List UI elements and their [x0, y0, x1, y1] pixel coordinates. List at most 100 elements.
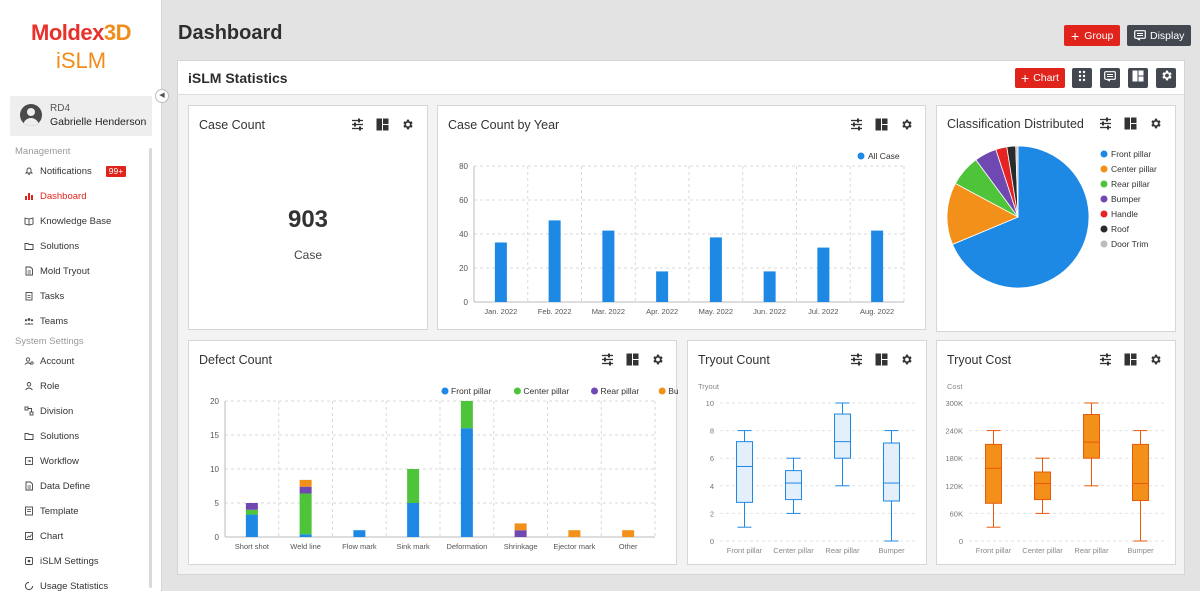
grid-view-button[interactable] [1072, 68, 1092, 88]
add-group-button[interactable]: + Group [1064, 25, 1121, 46]
comment-button[interactable] [1100, 68, 1120, 88]
bar-segment [299, 479, 312, 487]
card-title: Classification Distributed [947, 117, 1084, 131]
sidebar-item-workflow[interactable]: Workflow [24, 453, 148, 469]
filter-settings-icon[interactable] [1099, 117, 1112, 130]
gear-icon[interactable] [900, 118, 913, 131]
gear-icon[interactable] [900, 353, 913, 366]
filter-settings-icon[interactable] [850, 353, 863, 366]
card-toolbar [1099, 353, 1162, 366]
legend-marker [1100, 225, 1108, 233]
sidebar-item-role[interactable]: Role [24, 378, 148, 394]
y-tick-label: 4 [710, 482, 714, 491]
sidebar-item-teams[interactable]: Teams [24, 313, 148, 329]
layout-icon [1132, 69, 1144, 87]
sidebar-item-template[interactable]: Template [24, 503, 148, 519]
filter-settings-icon[interactable] [850, 118, 863, 131]
sidebar-item-label: Mold Tryout [40, 265, 90, 277]
avatar [20, 104, 42, 126]
sidebar-item-usage-statistics[interactable]: Usage Statistics [24, 578, 148, 591]
layout-icon[interactable] [376, 118, 389, 131]
bar-segment [407, 469, 420, 503]
collapse-sidebar-button[interactable]: ◀ [155, 89, 169, 103]
layout-button[interactable] [1128, 68, 1148, 88]
sidebar-item-solutions[interactable]: Solutions [24, 428, 148, 444]
x-tick-label: Rear pillar [1074, 546, 1109, 555]
legend-label: Roof [1111, 224, 1130, 234]
x-tick-label: Weld line [290, 542, 321, 551]
pie-slice [1015, 145, 1019, 218]
x-tick-label: Sink mark [396, 542, 430, 551]
gear-icon[interactable] [1149, 117, 1162, 130]
display-button[interactable]: Display [1127, 25, 1192, 46]
legend-label: Center pillar [523, 386, 569, 396]
y-tick-label: 240K [945, 427, 963, 436]
legend-label: Center pillar [1111, 164, 1157, 174]
case-by-year-chart: 0 20 40 60 80 Jan. 2022 Feb. 2022 Mar. 2022 Apr.… [459, 151, 905, 316]
display-icon [1134, 30, 1146, 41]
user-card[interactable]: RD4 Gabrielle Henderson [10, 96, 152, 136]
box [785, 470, 802, 501]
y-tick-label: 10 [210, 465, 219, 474]
legend-marker [857, 152, 865, 160]
y-tick-label: 6 [710, 454, 714, 463]
gear-icon[interactable] [401, 118, 414, 131]
x-tick-label: Ejector mark [553, 542, 595, 551]
layout-icon[interactable] [1124, 353, 1137, 366]
bar-segment [299, 486, 312, 494]
panel-settings-button[interactable] [1156, 68, 1176, 88]
x-tick-label: Jan. 2022 [484, 307, 517, 316]
usage-icon [24, 581, 34, 591]
bar [709, 237, 722, 302]
y-tick-label: 180K [945, 454, 963, 463]
sidebar: Moldex3D iSLM RD4 Gabrielle Henderson Ma… [0, 0, 162, 591]
filter-settings-icon[interactable] [1099, 353, 1112, 366]
x-tick-label: Jun. 2022 [753, 307, 786, 316]
sidebar-item-label: Workflow [40, 455, 79, 467]
tryout-cost-chart: Cost 0 60K 120K 180K 240K 300K Front pillar Cent… [945, 382, 1165, 555]
gear-icon[interactable] [1149, 353, 1162, 366]
x-tick-label: Mar. 2022 [592, 307, 625, 316]
logo-text-3d: 3D [103, 20, 132, 45]
bar [656, 271, 669, 302]
filter-settings-icon[interactable] [601, 353, 614, 366]
sidebar-item-solutions[interactable]: Solutions [24, 238, 148, 254]
card-toolbar [1099, 117, 1162, 130]
settings-icon [24, 556, 34, 566]
add-chart-button[interactable]: + Chart [1015, 68, 1065, 88]
gear-icon[interactable] [651, 353, 664, 366]
sidebar-item-label: Role [40, 380, 60, 392]
sidebar-item-label: Tasks [40, 290, 65, 302]
bar [763, 271, 776, 302]
legend-label: Door Trim [1111, 239, 1148, 249]
document-icon [24, 481, 34, 491]
grid-dots-icon [1077, 69, 1087, 87]
sidebar-item-label: Division [40, 405, 74, 417]
sidebar-item-chart[interactable]: Chart [24, 528, 148, 544]
sidebar-item-account[interactable]: Account [24, 353, 148, 369]
sidebar-item-data-define[interactable]: Data Define [24, 478, 148, 494]
bar-chart-icon [24, 191, 34, 201]
sidebar-scrollbar[interactable] [149, 148, 152, 588]
pie-slice [951, 145, 1090, 289]
sidebar-item-division[interactable]: Division [24, 403, 148, 419]
sidebar-item-label: Dashboard [40, 190, 87, 202]
sidebar-item-islm-settings[interactable]: iSLM Settings [24, 553, 148, 569]
filter-settings-icon[interactable] [351, 118, 364, 131]
layout-icon[interactable] [875, 118, 888, 131]
layout-icon[interactable] [626, 353, 639, 366]
bar-segment [514, 523, 527, 531]
sidebar-item-dashboard[interactable]: Dashboard [24, 188, 148, 204]
layout-icon[interactable] [875, 353, 888, 366]
sidebar-item-notifications[interactable]: Notifications 99+ [24, 163, 148, 179]
sidebar-item-mold-tryout[interactable]: Mold Tryout [24, 263, 148, 279]
comment-icon [1104, 69, 1116, 87]
sidebar-item-label: Notifications [40, 165, 92, 177]
sidebar-item-tasks[interactable]: Tasks [24, 288, 148, 304]
sidebar-item-knowledge-base[interactable]: Knowledge Base [24, 213, 148, 229]
sidebar-item-label: Chart [40, 530, 64, 542]
legend-label: Rear pillar [1111, 179, 1150, 189]
bar [548, 220, 561, 302]
bar-segment [568, 530, 581, 537]
layout-icon[interactable] [1124, 117, 1137, 130]
